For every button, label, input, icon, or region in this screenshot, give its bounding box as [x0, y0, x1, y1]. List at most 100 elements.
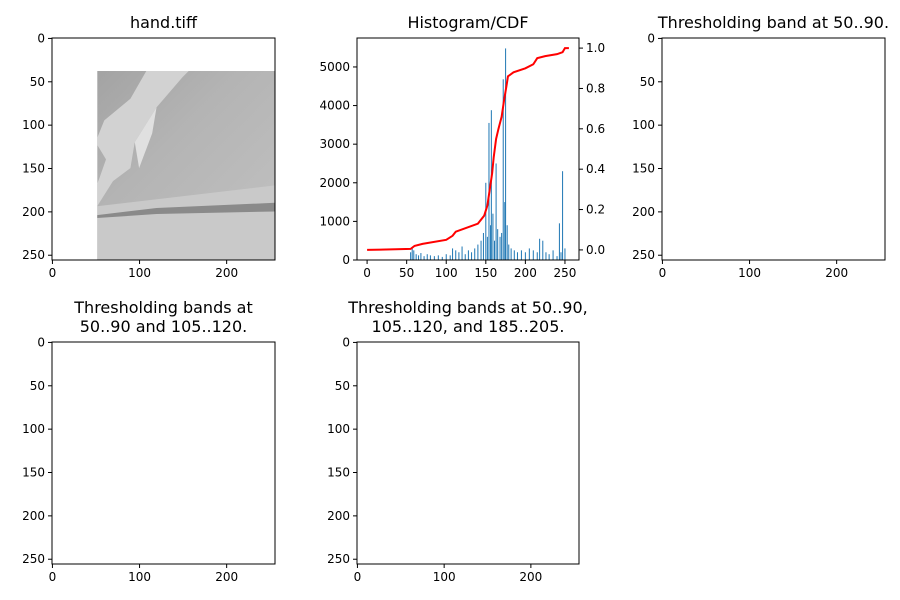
histogram-bar [532, 250, 534, 260]
histogram-bar [494, 240, 496, 260]
y-tick-label: 200 [22, 205, 45, 219]
y2-tick-label: 0.0 [586, 243, 605, 257]
x-tick-label: 200 [519, 570, 542, 584]
histogram-bar [413, 250, 415, 260]
image-region [433, 342, 450, 455]
histogram-bar [410, 252, 412, 260]
axes-frame [51, 37, 276, 261]
y-tick-label: 4000 [319, 99, 350, 113]
image [662, 38, 885, 260]
histogram-bar [426, 254, 428, 260]
histogram-bar [539, 238, 541, 260]
histogram-bar [562, 171, 564, 260]
x-tick-label: 0 [659, 266, 667, 280]
axes-frame [356, 37, 580, 261]
histogram-bar [510, 248, 512, 260]
histogram-bar [437, 255, 439, 260]
image-region [405, 342, 431, 437]
y2-tick-label: 0.6 [586, 122, 605, 136]
image-region [100, 463, 126, 498]
histogram-bar [528, 248, 530, 260]
image-region [357, 342, 579, 564]
image-region [433, 342, 500, 455]
y2-tick-label: 0.4 [586, 162, 605, 176]
histogram-bar [548, 254, 550, 260]
image-region [97, 70, 189, 207]
subplot: Histogram/CDF 0.0 0.2 0.4 0.6 0.8 1.0 0 50 100 150… [319, 13, 605, 280]
cdf-line [367, 47, 569, 251]
y-tick-label: 150 [632, 162, 655, 176]
x-tick-label: 150 [474, 266, 497, 280]
histogram-bar [552, 250, 554, 260]
image-region [392, 485, 405, 520]
histogram-bar [508, 244, 510, 260]
histogram-bar [480, 240, 482, 260]
subplot-title: Thresholding bands at [73, 298, 252, 317]
x-tick-label: 250 [553, 266, 576, 280]
histogram-bar [467, 250, 469, 260]
histogram-bar [505, 48, 507, 260]
image-region [701, 38, 812, 216]
image-region [392, 496, 579, 522]
histogram-bar [497, 229, 499, 260]
image-region [357, 346, 412, 437]
x-tick-label: 100 [433, 570, 456, 584]
histogram-bar [423, 256, 425, 260]
subplot-title: hand.tiff [130, 13, 198, 32]
histogram-bar [556, 256, 558, 260]
histogram-bar [477, 244, 479, 260]
y-tick-label: 50 [30, 379, 45, 393]
histogram-bar [520, 250, 522, 260]
histogram-bar [486, 236, 488, 260]
histogram-bar [501, 232, 503, 260]
histogram-bar [492, 213, 494, 260]
y-tick-label: 200 [327, 509, 350, 523]
y-tick-label: 200 [22, 509, 45, 523]
y-tick-label: 3000 [319, 137, 350, 151]
histogram-bar [445, 254, 447, 260]
image-region [52, 557, 56, 564]
histogram-bar [461, 246, 463, 260]
histogram-bar [415, 254, 417, 260]
y-tick-label: 50 [640, 75, 655, 89]
x-tick-label: 100 [738, 266, 761, 280]
histogram-bar [506, 225, 508, 260]
subplot-title: Histogram/CDF [407, 13, 528, 32]
histogram-bar [455, 250, 457, 260]
histogram-bar [474, 248, 476, 260]
histogram-bar [471, 252, 473, 260]
histogram-bar [536, 252, 538, 260]
y-tick-label: 1000 [319, 214, 350, 228]
y-tick-label: 250 [632, 248, 655, 262]
image [52, 342, 275, 564]
x-tick-label: 50 [399, 266, 414, 280]
subplot-title: 50..90 and 105..120. [80, 317, 248, 336]
image-region [129, 342, 196, 455]
y2-tick-label: 0.2 [586, 203, 605, 217]
histogram-bar [513, 250, 515, 260]
y-tick-label: 0 [342, 335, 350, 349]
histogram-bar [502, 79, 504, 260]
subplot-title: Thresholding band at 50..90. [657, 13, 889, 32]
axes-frame [661, 37, 886, 261]
histogram-bar [516, 252, 518, 260]
image [97, 70, 275, 260]
histogram-bar [464, 254, 466, 260]
histogram-bar [418, 255, 420, 260]
x-tick-label: 200 [215, 266, 238, 280]
x-tick-label: 200 [215, 570, 238, 584]
subplot: Thresholding bands at 50..90,105..120, a… [327, 298, 588, 584]
x-tick-label: 100 [435, 266, 458, 280]
histogram-bar [490, 225, 492, 260]
image-region [89, 485, 100, 520]
histogram-bar [524, 252, 526, 260]
image-region [422, 342, 440, 446]
y-tick-label: 250 [22, 248, 45, 262]
x-tick-label: 0 [49, 266, 57, 280]
image-region [113, 342, 187, 459]
y-tick-label: 250 [22, 552, 45, 566]
image-region [87, 496, 275, 522]
y-tick-label: 0 [37, 31, 45, 45]
y-tick-label: 0 [647, 31, 655, 45]
